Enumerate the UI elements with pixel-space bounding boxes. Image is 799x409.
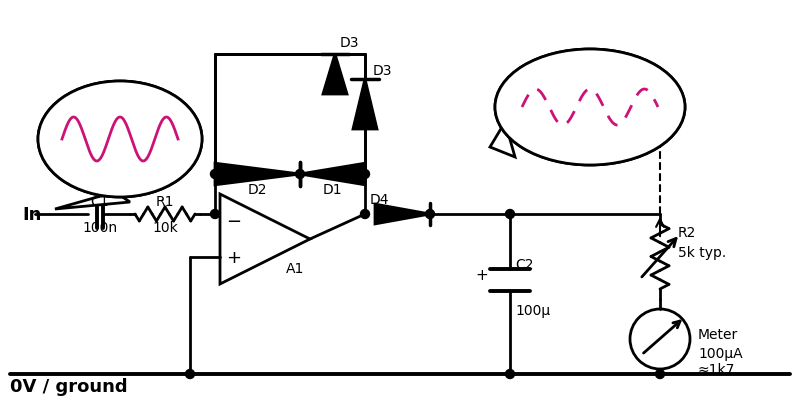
Circle shape <box>185 370 194 379</box>
Text: −: − <box>226 213 241 230</box>
Text: 100n: 100n <box>82 220 117 234</box>
Ellipse shape <box>38 82 202 198</box>
Text: 100μA: 100μA <box>698 346 742 360</box>
Circle shape <box>506 370 515 379</box>
Text: D2: D2 <box>248 182 267 196</box>
Text: C1: C1 <box>91 195 109 209</box>
Polygon shape <box>353 80 377 130</box>
Circle shape <box>360 170 369 179</box>
Ellipse shape <box>495 50 685 166</box>
Circle shape <box>655 370 665 379</box>
Text: D3: D3 <box>340 36 360 50</box>
Ellipse shape <box>38 82 202 198</box>
Text: A1: A1 <box>286 261 304 275</box>
Polygon shape <box>323 55 347 95</box>
Text: 10k: 10k <box>152 220 178 234</box>
Text: 100μ: 100μ <box>515 303 551 317</box>
Circle shape <box>296 170 304 179</box>
Ellipse shape <box>495 50 685 166</box>
Text: C2: C2 <box>515 257 534 271</box>
Circle shape <box>210 170 220 179</box>
Circle shape <box>506 210 515 219</box>
Polygon shape <box>215 164 300 185</box>
Text: ≈1k7: ≈1k7 <box>698 362 735 376</box>
Text: In: In <box>22 205 42 223</box>
Polygon shape <box>300 164 365 185</box>
Text: +: + <box>226 248 241 266</box>
Text: 5k typ.: 5k typ. <box>678 245 726 259</box>
Circle shape <box>210 210 220 219</box>
Circle shape <box>360 210 369 219</box>
Text: D3: D3 <box>373 64 392 78</box>
Text: D1: D1 <box>323 182 342 196</box>
Polygon shape <box>55 193 130 209</box>
Polygon shape <box>375 204 430 225</box>
Text: R2: R2 <box>678 225 697 239</box>
Text: D4: D4 <box>370 193 389 207</box>
Text: R1: R1 <box>156 195 174 209</box>
Circle shape <box>426 210 435 219</box>
Polygon shape <box>490 123 515 157</box>
Text: 0V / ground: 0V / ground <box>10 377 128 395</box>
Text: +: + <box>475 267 488 282</box>
Text: Meter: Meter <box>698 327 738 341</box>
